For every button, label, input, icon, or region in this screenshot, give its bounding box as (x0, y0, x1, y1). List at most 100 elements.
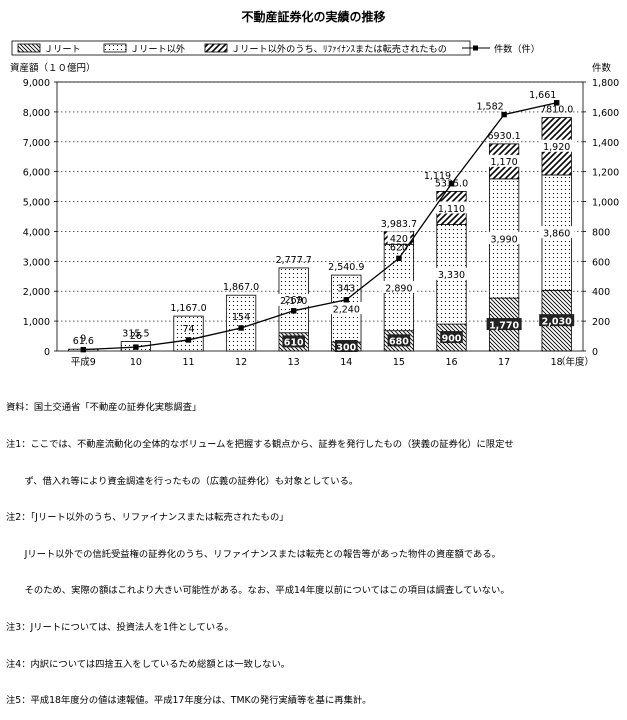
left-tick-label-6: 6,000 (23, 168, 50, 179)
left-axis-title: 資産額（１０億円） (10, 62, 96, 74)
total-label-6: 3,983.7 (381, 219, 417, 230)
plot-frame (56, 81, 584, 352)
total-label-5: 2,540.9 (328, 262, 364, 273)
note-2-line-1: 注2：「Jリート以外のうち、リファイナンスまたは転売されたもの」 (6, 512, 289, 524)
legend-swatch-1 (17, 43, 41, 53)
total-label-8: 6930.1 (487, 131, 520, 142)
legend-label-1: Ｊリート (44, 44, 81, 55)
chart-title: 不動産証券化の実績の推移 (241, 9, 385, 24)
legend-label-line: 件数（件） (494, 43, 540, 55)
chart-canvas: 不動産証券化の実績の推移 Ｊリート Ｊリート以外 Ｊリート以外のうち、ﾘﾌｧｲﾅﾝｽま… (10, 9, 619, 368)
right-tick-label-0: 0 (592, 347, 598, 358)
total-label-3: 1,867.0 (223, 282, 259, 293)
note-1-line-1: 注1：ここでは、不動産流動化の全体的なボリュームを把握する観点から、証券を発行し… (6, 439, 514, 451)
notes-section: 資料：国土交通省「不動産の証券化実態調査」 注1：ここでは、不動産流動化の全体的… (6, 378, 621, 720)
count-marker-9 (554, 100, 560, 106)
segment-label-3-7: 1,110 (438, 204, 465, 215)
count-label-7: 1,119 (424, 171, 451, 182)
segment-label-1-6: 680 (389, 337, 409, 348)
note-2-line-2: Jリート以外での信託受益権の証券化のうち、リファイナンスまたは転売との報告等があ… (6, 548, 501, 560)
segment-label-bg-1-6 (387, 334, 411, 347)
segment-label-bg-3-6 (387, 231, 411, 244)
right-axis-title: 件数 (592, 62, 612, 74)
note-source: 資料：国土交通省「不動産の証券化実態調査」 (6, 402, 202, 414)
right-tick-label-3: 600 (592, 257, 610, 268)
legend-label-3: Ｊリート以外のうち、ﾘﾌｧｲﾅﾝｽまたは転売されたもの (231, 43, 447, 55)
note-1-line-2: ず、借入れ等により資金調達を行ったもの（広義の証券化）も対象としている。 (6, 475, 359, 487)
legend-swatch-2 (103, 43, 127, 53)
note-3: 注3：Jリートについては、投資法人を1件としている。 (6, 622, 234, 634)
segment-label-bg-1-4 (282, 335, 305, 348)
right-tick-label-8: 1,600 (592, 108, 619, 119)
right-tick-label-5: 1,000 (592, 198, 619, 209)
count-label-1: 26 (130, 331, 142, 342)
left-tick-label-8: 8,000 (23, 108, 50, 119)
count-marker-0 (80, 346, 86, 353)
segment-label-2-6: 2,890 (385, 283, 412, 294)
right-tick-label-2: 400 (592, 287, 610, 298)
total-label-4: 2,777.7 (276, 255, 312, 266)
segment-label-2-8: 3,990 (490, 234, 517, 245)
left-tick-label-4: 4,000 (23, 227, 50, 238)
x-tick-label-3: 12 (235, 357, 247, 368)
right-tick-label-7: 1,400 (592, 138, 619, 149)
segment-label-bg-2-9 (539, 226, 575, 239)
count-label-4: 269 (285, 295, 303, 306)
left-tick-label-2: 2,000 (23, 287, 50, 298)
total-label-2: 1,167.0 (170, 303, 206, 314)
count-marker-6 (396, 255, 402, 262)
segment-label-2-5: 2,240 (333, 304, 360, 315)
segment-label-bg-2-5 (328, 302, 364, 315)
segment-label-bg-1-7 (440, 331, 463, 344)
x-tick-label-9: 18 (551, 357, 563, 368)
segment-label-3-8: 1,170 (490, 157, 517, 168)
left-tick-label-0: 0 (44, 347, 50, 358)
x-tick-label-7: 16 (445, 357, 457, 368)
segment-label-bg-1-8 (486, 318, 522, 331)
segment-label-bg-3-7 (434, 201, 469, 214)
left-tick-label-5: 5,000 (23, 198, 50, 209)
count-label-8: 1,582 (476, 102, 503, 113)
count-label-5: 343 (337, 284, 355, 295)
segment-label-1-5: 300 (336, 342, 356, 353)
bar-segment-2-3 (225, 294, 257, 352)
segment-label-bg-3-9 (539, 139, 575, 152)
count-label-2: 74 (182, 324, 194, 335)
count-marker-1 (133, 344, 139, 350)
legend: Ｊリート Ｊリート以外 Ｊリート以外のうち、ﾘﾌｧｲﾅﾝｽまたは転売されたもの 件数（… (11, 40, 540, 56)
count-marker-2 (185, 337, 192, 343)
count-marker-3 (238, 325, 244, 331)
x-tick-label-5: 14 (340, 357, 352, 368)
count-label-6: 620 (390, 242, 408, 253)
count-marker-4 (291, 308, 297, 314)
segment-label-2-7: 3,330 (438, 270, 465, 281)
segment-label-3-6: 420 (390, 234, 408, 245)
right-tick-label-4: 800 (592, 227, 610, 238)
right-tick-label-9: 1,800 (592, 78, 619, 89)
x-tick-label-6: 15 (393, 357, 405, 368)
left-tick-label-9: 9,000 (23, 78, 50, 89)
segment-label-3-9: 1,920 (543, 142, 570, 153)
count-marker-8 (501, 111, 507, 118)
segment-label-1-4: 610 (284, 338, 304, 349)
x-tick-label-8: 17 (498, 357, 510, 368)
left-tick-label-1: 1,000 (23, 317, 50, 328)
note-5: 注5：平成18年度分の値は速報値。平成17年度分は、TMKの発行実績等を基に再集… (6, 695, 372, 707)
total-label-9: 7810.0 (540, 105, 573, 116)
segment-label-bg-3-8 (486, 154, 522, 167)
segment-label-bg-1-9 (539, 314, 575, 327)
x-tick-label-4: 13 (288, 357, 300, 368)
x-unit-label: （年度） (556, 356, 594, 368)
count-label-0: 9 (80, 334, 86, 345)
count-marker-7 (448, 181, 455, 187)
count-label-9: 1,661 (529, 90, 556, 101)
segment-label-bg-2-7 (434, 267, 469, 280)
right-tick-label-1: 200 (592, 317, 610, 328)
x-tick-label-1: 10 (130, 357, 142, 368)
left-tick-label-7: 7,000 (23, 138, 50, 149)
note-2-line-3: そのため、実際の額はこれより大きい可能性がある。なお、平成14年度以前については… (6, 585, 510, 597)
segment-label-bg-2-6 (381, 280, 417, 293)
segment-label-1-7: 900 (442, 333, 462, 344)
x-tick-label-2: 11 (182, 357, 194, 368)
left-tick-label-3: 3,000 (23, 257, 50, 268)
